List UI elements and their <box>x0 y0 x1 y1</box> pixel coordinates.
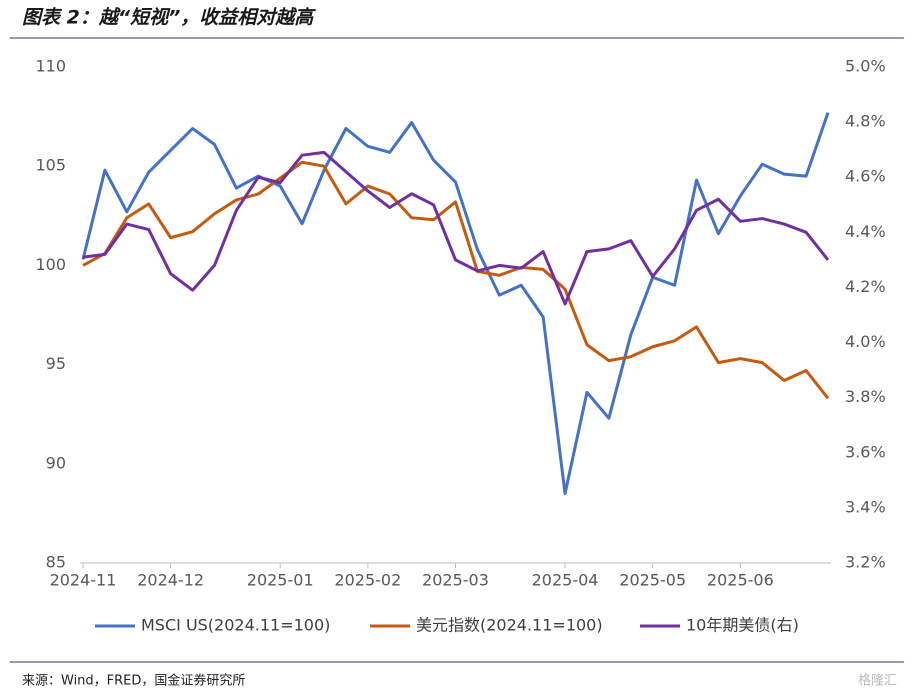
y-tick-label: 110 <box>35 57 66 76</box>
y-tick-label: 105 <box>35 156 66 175</box>
source: 来源：Wind，FRED，国金证券研究所 <box>22 673 245 689</box>
x-tick-label: 2025-03 <box>422 571 489 590</box>
y2-tick-label: 5.0% <box>845 57 886 76</box>
y2-tick-label: 4.8% <box>845 112 886 131</box>
x-tick-label: 2024-12 <box>137 571 204 590</box>
y2-tick-label: 3.4% <box>845 497 886 516</box>
y-tick-label: 100 <box>35 255 66 274</box>
x-tick-label: 2025-05 <box>619 571 686 590</box>
x-tick-label: 2024-11 <box>50 571 117 590</box>
y2-tick-label: 4.2% <box>845 277 886 296</box>
x-tick-label: 2025-02 <box>334 571 401 590</box>
y2-tick-label: 4.6% <box>845 167 886 186</box>
x-tick-label: 2025-04 <box>532 571 599 590</box>
y2-tick-label: 4.4% <box>845 222 886 241</box>
y-tick-label: 95 <box>46 354 66 373</box>
y2-tick-label: 3.2% <box>845 553 886 572</box>
x-tick-label: 2025-06 <box>707 571 774 590</box>
x-tick-label: 2025-01 <box>247 571 314 590</box>
series-line <box>82 150 830 306</box>
y-tick-label: 85 <box>46 553 66 572</box>
y-tick-label: 90 <box>46 453 66 472</box>
legend-label: 10年期美债(右) <box>686 616 799 635</box>
y2-tick-label: 3.8% <box>845 387 886 406</box>
series-line <box>81 112 830 496</box>
legend-label: 美元指数(2024.11=100) <box>416 616 603 635</box>
watermark: 格隆汇 <box>858 673 897 689</box>
y2-tick-label: 3.6% <box>845 442 886 461</box>
y2-tick-label: 4.0% <box>845 332 886 351</box>
series-line <box>82 160 830 400</box>
chart-title: 图表 2：越“短视”，收益相对越高 <box>22 7 316 29</box>
legend-label: MSCI US(2024.11=100) <box>141 616 330 635</box>
